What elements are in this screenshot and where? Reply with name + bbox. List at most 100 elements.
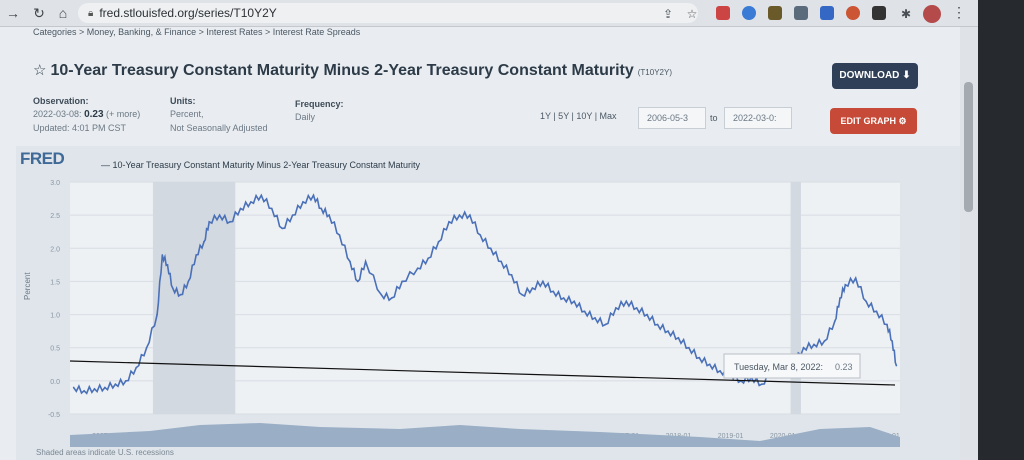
data-point bbox=[161, 254, 164, 256]
navigator-sparkline bbox=[70, 423, 900, 447]
adblock-icon[interactable] bbox=[846, 6, 860, 20]
url-text: fred.stlouisfed.org/series/T10Y2Y bbox=[99, 6, 277, 20]
y-tick-label: 3.0 bbox=[50, 180, 60, 187]
gear-icon: ⚙ bbox=[898, 116, 907, 126]
page-scrollbar[interactable] bbox=[960, 27, 978, 460]
data-point bbox=[667, 330, 669, 332]
edit-graph-button[interactable]: EDIT GRAPH ⚙ bbox=[830, 108, 917, 134]
extension-icon[interactable] bbox=[820, 6, 834, 20]
edit-graph-label: EDIT GRAPH bbox=[840, 116, 896, 126]
breadcrumb[interactable]: Categories > Money, Banking, & Finance >… bbox=[33, 27, 361, 37]
data-point bbox=[437, 240, 440, 243]
title-row: ☆ 10-Year Treasury Constant Maturity Min… bbox=[33, 61, 672, 80]
profile-avatar[interactable] bbox=[923, 5, 941, 23]
to-label: to bbox=[710, 113, 718, 123]
data-point bbox=[698, 356, 701, 359]
data-point bbox=[891, 340, 893, 342]
extension-icon[interactable] bbox=[742, 6, 756, 20]
page-title: 10-Year Treasury Constant Maturity Minus… bbox=[50, 62, 634, 79]
data-point bbox=[427, 257, 429, 260]
y-tick-label: -0.5 bbox=[48, 412, 60, 419]
y-tick-label: 0.0 bbox=[50, 379, 60, 386]
home-icon[interactable]: ⌂ bbox=[58, 5, 68, 21]
data-point bbox=[823, 340, 826, 342]
data-point bbox=[677, 336, 680, 339]
data-point bbox=[328, 214, 330, 216]
screen-bezel bbox=[978, 0, 1024, 460]
extension-icon[interactable] bbox=[768, 6, 782, 20]
date-to-input[interactable]: 2022-03-0: bbox=[724, 107, 792, 129]
observation-more-link[interactable]: (+ more) bbox=[106, 109, 141, 119]
data-point bbox=[401, 280, 403, 283]
data-point bbox=[458, 214, 461, 216]
x-tick-label: 2019-01 bbox=[718, 433, 744, 440]
data-point bbox=[156, 313, 158, 316]
data-point bbox=[135, 366, 138, 369]
data-point bbox=[312, 194, 315, 197]
data-point bbox=[270, 207, 273, 210]
observation-date: 2022-03-08: bbox=[33, 109, 82, 119]
extensions-puzzle-icon[interactable]: ✱ bbox=[900, 7, 912, 21]
menu-icon[interactable]: ⋮ bbox=[952, 4, 966, 20]
data-point bbox=[625, 300, 628, 303]
address-bar[interactable]: 🔒︎ fred.stlouisfed.org/series/T10Y2Y bbox=[78, 3, 698, 23]
range-navigator[interactable] bbox=[70, 423, 900, 447]
range-buttons[interactable]: 1Y | 5Y | 10Y | Max bbox=[540, 111, 617, 121]
data-point bbox=[104, 386, 106, 389]
data-point bbox=[521, 293, 523, 296]
recession-shading bbox=[152, 182, 801, 414]
data-point bbox=[604, 323, 607, 326]
observation-label: Observation: bbox=[33, 96, 89, 106]
recession-note: Shaded areas indicate U.S. recessions bbox=[36, 448, 174, 457]
browser-toolbar: → ↻ ⌂ 🔒︎ fred.stlouisfed.org/series/T10Y… bbox=[0, 0, 1024, 27]
data-point bbox=[552, 290, 555, 293]
data-point bbox=[179, 293, 182, 296]
y-tick-label: 0.5 bbox=[50, 346, 60, 353]
download-button[interactable]: DOWNLOAD ⬇ bbox=[832, 63, 918, 89]
data-point bbox=[834, 320, 836, 323]
data-point bbox=[239, 207, 242, 210]
units-line1: Percent, bbox=[170, 109, 204, 119]
y-tick-label: 2.5 bbox=[50, 213, 60, 220]
reload-icon[interactable]: ↻ bbox=[33, 5, 45, 21]
data-point bbox=[356, 280, 359, 283]
units-line2: Not Seasonally Adjusted bbox=[170, 123, 268, 133]
data-point bbox=[573, 300, 575, 303]
extension-icon[interactable] bbox=[716, 6, 730, 20]
y-tick-label: 1.0 bbox=[50, 313, 60, 320]
extension-icon[interactable] bbox=[872, 6, 886, 20]
data-point bbox=[469, 214, 471, 216]
forward-icon[interactable]: → bbox=[6, 5, 20, 21]
share-icon[interactable]: ⇪ bbox=[662, 7, 674, 21]
data-point bbox=[615, 307, 617, 309]
line-chart[interactable]: 3.02.52.01.51.00.50.0-0.5 2007-012008-01… bbox=[0, 27, 960, 460]
y-tick-label: 2.0 bbox=[50, 246, 60, 253]
extension-icon[interactable] bbox=[794, 6, 808, 20]
data-point bbox=[349, 260, 351, 263]
trend-line bbox=[69, 360, 896, 386]
data-point bbox=[203, 240, 205, 243]
data-point bbox=[489, 247, 492, 250]
data-point bbox=[380, 293, 383, 296]
favorite-star-icon[interactable]: ☆ bbox=[33, 62, 47, 79]
data-point bbox=[166, 264, 169, 266]
recession-band bbox=[790, 182, 801, 414]
data-point bbox=[291, 214, 294, 216]
data-point bbox=[895, 364, 898, 367]
series-id: (T10Y2Y) bbox=[637, 68, 672, 77]
tooltip: Tuesday, Mar 8, 2022: 0.23 bbox=[723, 353, 861, 379]
data-point bbox=[364, 260, 367, 263]
data-point bbox=[719, 370, 721, 372]
data-point bbox=[844, 283, 847, 286]
data-point bbox=[416, 267, 419, 269]
data-point bbox=[208, 220, 211, 223]
observation-value: 0.23 bbox=[84, 109, 104, 120]
data-point bbox=[646, 313, 648, 316]
download-icon: ⬇ bbox=[902, 70, 911, 81]
date-from-input[interactable]: 2006-05-3 bbox=[638, 107, 706, 129]
scrollbar-thumb[interactable] bbox=[964, 82, 973, 212]
data-point bbox=[761, 383, 763, 385]
bookmark-star-icon[interactable]: ☆ bbox=[686, 7, 698, 21]
data-point bbox=[171, 287, 174, 289]
data-point bbox=[583, 310, 586, 313]
